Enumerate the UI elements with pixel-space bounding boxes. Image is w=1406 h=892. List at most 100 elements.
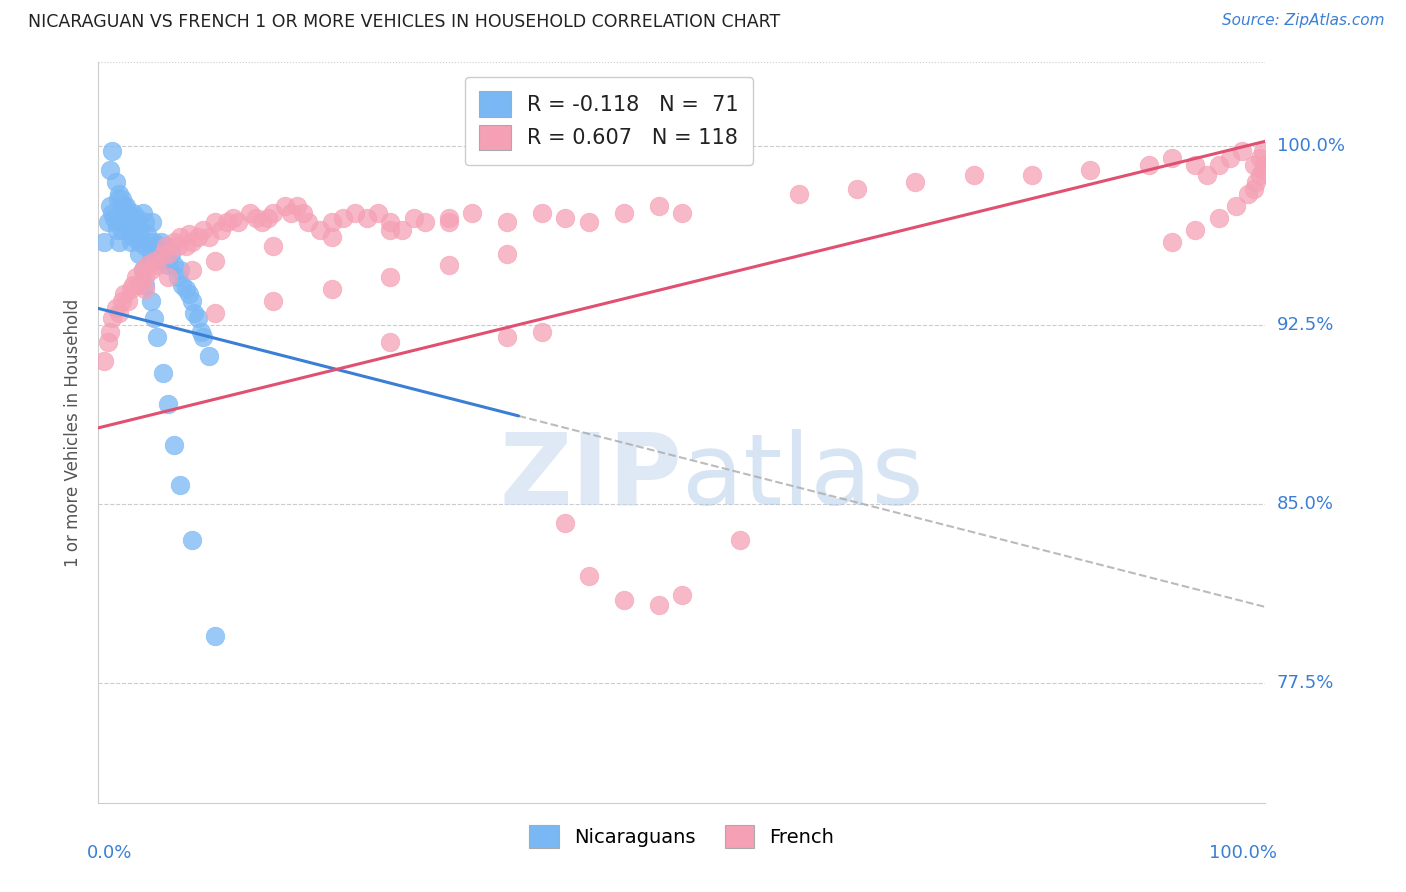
Point <box>180 294 202 309</box>
Point <box>1244 175 1267 189</box>
Point <box>413 215 436 229</box>
Point <box>613 592 636 607</box>
Point <box>1230 144 1253 158</box>
Point <box>128 235 150 249</box>
Point <box>155 239 177 253</box>
Point <box>179 287 201 301</box>
Point <box>245 211 267 225</box>
Point <box>530 326 553 340</box>
Point <box>150 235 173 249</box>
Point <box>190 326 212 340</box>
Point <box>163 259 186 273</box>
Point <box>111 206 134 220</box>
Point <box>128 277 150 292</box>
Point <box>107 192 129 206</box>
Point <box>180 263 202 277</box>
Point <box>120 235 142 249</box>
Point <box>204 306 226 320</box>
Point <box>108 235 131 249</box>
Point <box>204 629 226 643</box>
Point <box>671 206 693 220</box>
Point <box>367 206 389 220</box>
Point <box>787 186 810 201</box>
Text: ZIP: ZIP <box>499 428 682 525</box>
Point <box>111 192 134 206</box>
Point <box>380 334 402 349</box>
Point <box>285 199 308 213</box>
Point <box>138 235 160 249</box>
Point <box>554 211 576 225</box>
Point <box>1249 151 1271 165</box>
Point <box>101 144 124 158</box>
Point <box>647 598 669 612</box>
Point <box>1225 199 1247 213</box>
Point <box>146 330 169 344</box>
Point <box>104 215 127 229</box>
Point <box>274 199 297 213</box>
Point <box>187 310 209 325</box>
Text: atlas: atlas <box>682 428 924 525</box>
Text: 0.0%: 0.0% <box>87 844 132 862</box>
Point <box>530 206 553 220</box>
Point <box>437 259 460 273</box>
Point <box>1251 162 1274 177</box>
Point <box>166 239 188 253</box>
Point <box>1251 144 1274 158</box>
Point <box>111 294 134 309</box>
Point <box>962 168 984 182</box>
Point <box>228 215 250 229</box>
Point <box>1184 158 1206 172</box>
Text: 85.0%: 85.0% <box>1277 495 1333 513</box>
Point <box>112 215 135 229</box>
Point <box>128 246 150 260</box>
Point <box>157 397 180 411</box>
Point <box>112 199 135 213</box>
Point <box>280 206 302 220</box>
Point <box>163 437 186 451</box>
Text: 100.0%: 100.0% <box>1209 844 1277 862</box>
Point <box>1249 168 1271 182</box>
Point <box>402 211 425 225</box>
Point <box>104 175 127 189</box>
Point <box>143 235 166 249</box>
Point <box>139 246 162 260</box>
Point <box>250 215 273 229</box>
Point <box>98 199 121 213</box>
Point <box>239 206 262 220</box>
Point <box>134 282 156 296</box>
Point <box>309 222 332 236</box>
Point <box>120 282 142 296</box>
Point <box>166 270 188 285</box>
Point <box>152 246 174 260</box>
Point <box>297 215 319 229</box>
Point <box>321 215 343 229</box>
Point <box>344 206 367 220</box>
Point <box>139 263 162 277</box>
Point <box>146 259 169 273</box>
Point <box>437 215 460 229</box>
Point <box>1161 151 1184 165</box>
Point <box>172 277 194 292</box>
Point <box>101 310 124 325</box>
Point <box>179 227 201 242</box>
Point <box>180 235 202 249</box>
Point <box>169 263 191 277</box>
Text: 77.5%: 77.5% <box>1277 674 1334 692</box>
Point <box>159 246 181 260</box>
Point <box>1253 158 1275 172</box>
Point <box>1137 158 1160 172</box>
Point <box>93 354 115 368</box>
Point <box>578 215 600 229</box>
Point <box>1208 211 1230 225</box>
Point <box>117 206 139 220</box>
Point <box>187 229 209 244</box>
Point <box>97 334 120 349</box>
Point <box>134 239 156 253</box>
Point <box>1161 235 1184 249</box>
Point <box>93 235 115 249</box>
Point <box>209 222 232 236</box>
Point <box>647 199 669 213</box>
Point <box>143 310 166 325</box>
Point <box>262 239 284 253</box>
Point <box>104 301 127 316</box>
